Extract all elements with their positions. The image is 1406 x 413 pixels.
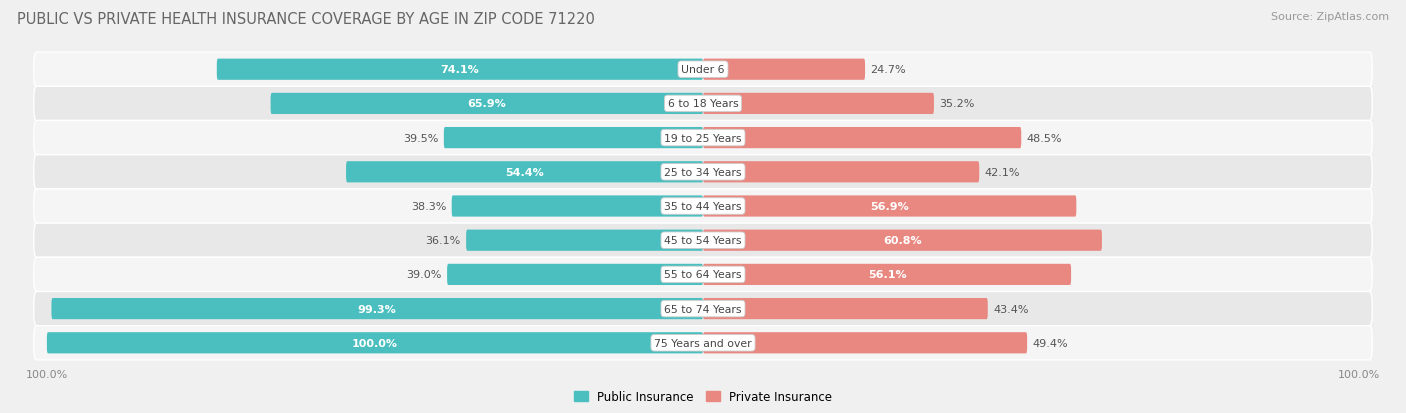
Text: 99.3%: 99.3%: [359, 304, 396, 314]
Text: 6 to 18 Years: 6 to 18 Years: [668, 99, 738, 109]
FancyBboxPatch shape: [34, 190, 1372, 223]
Text: 35.2%: 35.2%: [939, 99, 974, 109]
FancyBboxPatch shape: [34, 53, 1372, 87]
Text: 38.3%: 38.3%: [411, 202, 447, 211]
Text: 49.4%: 49.4%: [1032, 338, 1069, 348]
FancyBboxPatch shape: [703, 332, 1028, 354]
FancyBboxPatch shape: [34, 87, 1372, 121]
FancyBboxPatch shape: [34, 258, 1372, 292]
Text: Under 6: Under 6: [682, 65, 724, 75]
Text: 60.8%: 60.8%: [883, 236, 922, 246]
FancyBboxPatch shape: [34, 292, 1372, 326]
Text: 55 to 64 Years: 55 to 64 Years: [664, 270, 742, 280]
Text: Source: ZipAtlas.com: Source: ZipAtlas.com: [1271, 12, 1389, 22]
Text: PUBLIC VS PRIVATE HEALTH INSURANCE COVERAGE BY AGE IN ZIP CODE 71220: PUBLIC VS PRIVATE HEALTH INSURANCE COVER…: [17, 12, 595, 27]
Text: 75 Years and over: 75 Years and over: [654, 338, 752, 348]
FancyBboxPatch shape: [703, 59, 865, 81]
Text: 43.4%: 43.4%: [993, 304, 1029, 314]
FancyBboxPatch shape: [52, 298, 703, 319]
FancyBboxPatch shape: [703, 128, 1021, 149]
Text: 45 to 54 Years: 45 to 54 Years: [664, 236, 742, 246]
FancyBboxPatch shape: [447, 264, 703, 285]
Text: 36.1%: 36.1%: [426, 236, 461, 246]
Text: 65.9%: 65.9%: [467, 99, 506, 109]
Text: 48.5%: 48.5%: [1026, 133, 1062, 143]
FancyBboxPatch shape: [703, 196, 1077, 217]
FancyBboxPatch shape: [46, 332, 703, 354]
Text: 35 to 44 Years: 35 to 44 Years: [664, 202, 742, 211]
Text: 42.1%: 42.1%: [984, 167, 1019, 177]
FancyBboxPatch shape: [34, 223, 1372, 258]
Text: 54.4%: 54.4%: [505, 167, 544, 177]
FancyBboxPatch shape: [703, 94, 934, 115]
Text: 25 to 34 Years: 25 to 34 Years: [664, 167, 742, 177]
Legend: Public Insurance, Private Insurance: Public Insurance, Private Insurance: [569, 385, 837, 408]
FancyBboxPatch shape: [34, 155, 1372, 190]
Text: 39.0%: 39.0%: [406, 270, 441, 280]
Text: 74.1%: 74.1%: [440, 65, 479, 75]
Text: 19 to 25 Years: 19 to 25 Years: [664, 133, 742, 143]
FancyBboxPatch shape: [467, 230, 703, 251]
FancyBboxPatch shape: [451, 196, 703, 217]
Text: 24.7%: 24.7%: [870, 65, 905, 75]
Text: 56.1%: 56.1%: [868, 270, 907, 280]
FancyBboxPatch shape: [703, 264, 1071, 285]
FancyBboxPatch shape: [270, 94, 703, 115]
FancyBboxPatch shape: [703, 230, 1102, 251]
FancyBboxPatch shape: [34, 326, 1372, 360]
Text: 39.5%: 39.5%: [404, 133, 439, 143]
FancyBboxPatch shape: [444, 128, 703, 149]
FancyBboxPatch shape: [703, 298, 988, 319]
FancyBboxPatch shape: [217, 59, 703, 81]
Text: 65 to 74 Years: 65 to 74 Years: [664, 304, 742, 314]
Text: 100.0%: 100.0%: [352, 338, 398, 348]
FancyBboxPatch shape: [703, 162, 979, 183]
FancyBboxPatch shape: [34, 121, 1372, 155]
FancyBboxPatch shape: [346, 162, 703, 183]
Text: 56.9%: 56.9%: [870, 202, 910, 211]
